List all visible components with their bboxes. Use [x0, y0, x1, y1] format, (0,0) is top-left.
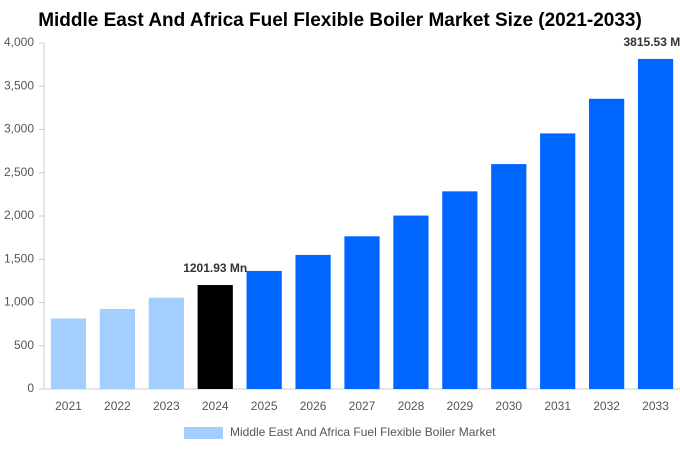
y-tick-label: 1,500	[4, 251, 34, 265]
bar	[197, 285, 233, 389]
legend-swatch	[184, 427, 223, 439]
y-tick-label: 1,000	[4, 295, 34, 309]
x-tick-label: 2030	[495, 399, 522, 413]
chart-title: Middle East And Africa Fuel Flexible Boi…	[38, 10, 642, 31]
x-tick-label: 2026	[300, 399, 327, 413]
bar	[99, 308, 135, 389]
bar	[637, 58, 674, 389]
bar	[246, 270, 282, 389]
bar	[491, 164, 527, 389]
x-tick-label: 2022	[104, 399, 131, 413]
value-label: 3815.53 Mn	[624, 35, 680, 49]
bar	[50, 318, 87, 389]
y-tick-label: 3,500	[4, 78, 34, 92]
bar	[540, 133, 576, 389]
bar	[589, 98, 625, 389]
bar	[442, 191, 478, 389]
y-tick-label: 2,000	[4, 208, 34, 222]
bar	[148, 297, 184, 389]
bar	[295, 254, 331, 389]
y-tick-label: 3,000	[4, 122, 34, 136]
x-tick-label: 2021	[55, 399, 82, 413]
y-tick-label: 2,500	[4, 165, 34, 179]
y-tick-label: 0	[27, 381, 34, 395]
x-tick-label: 2025	[251, 399, 278, 413]
bar	[344, 236, 380, 389]
y-tick-label: 500	[14, 338, 34, 352]
x-tick-label: 2024	[202, 399, 229, 413]
value-label: 1201.93 Mn	[183, 261, 247, 275]
x-tick-label: 2033	[642, 399, 669, 413]
x-tick-label: 2029	[446, 399, 473, 413]
bar	[393, 215, 429, 389]
x-tick-label: 2027	[349, 399, 376, 413]
y-tick-label: 4,000	[4, 35, 34, 49]
x-tick-label: 2028	[398, 399, 425, 413]
x-tick-label: 2031	[544, 399, 571, 413]
x-tick-label: 2032	[593, 399, 620, 413]
x-tick-label: 2023	[153, 399, 180, 413]
legend-label: Middle East And Africa Fuel Flexible Boi…	[230, 425, 496, 439]
